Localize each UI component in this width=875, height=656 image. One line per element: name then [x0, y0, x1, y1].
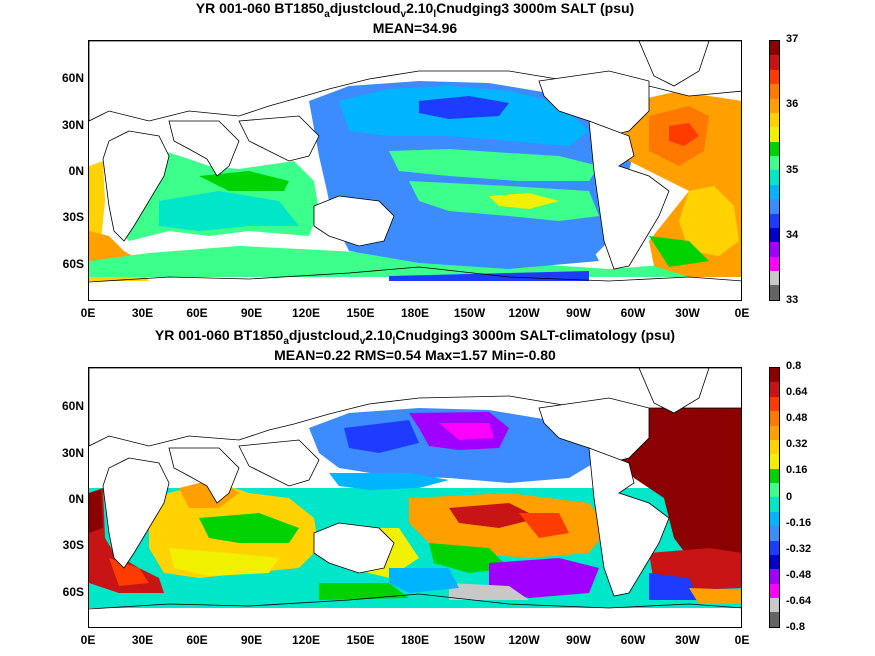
bottom-colorbar-label: 0.48	[786, 412, 808, 425]
top-colorbar-swatch	[770, 285, 779, 300]
bottom-lon-label: 120W	[508, 633, 540, 647]
bottom-lon-label: 30W	[675, 633, 700, 647]
bottom-colorbar-swatch	[770, 368, 779, 383]
top-colorbar-swatch	[770, 256, 779, 271]
top-colorbar-swatch	[770, 184, 779, 200]
top-colorbar-label-33: 33	[786, 294, 799, 306]
bottom-colorbar-swatch	[770, 554, 779, 570]
bottom-colorbar-swatch	[770, 439, 779, 455]
top-colorbar-swatch	[770, 112, 779, 128]
bottom-colorbar-swatch	[770, 454, 779, 469]
top-lat-label-60n: 60N	[61, 71, 84, 85]
bottom-colorbar-label: -0.8	[786, 621, 805, 633]
top-colorbar-label-35: 35	[786, 164, 799, 176]
top-lon-label: 30E	[131, 306, 154, 320]
top-lon-label: 30W	[675, 306, 700, 320]
top-colorbar-swatch	[770, 84, 779, 99]
top-lat-label-0n: 0N	[68, 164, 84, 178]
top-colorbar-swatch	[770, 170, 779, 185]
top-colorbar	[769, 40, 780, 301]
top-lon-label: 120W	[508, 306, 540, 320]
bottom-map-stats: MEAN=0.22 RMS=0.54 Max=1.57 Min=-0.80	[274, 347, 556, 363]
bottom-colorbar-swatch	[770, 497, 779, 512]
bottom-lon-label: 0E	[734, 633, 750, 647]
bottom-colorbar-label: 0	[786, 490, 793, 503]
top-colorbar-label-36: 36	[786, 98, 799, 110]
bottom-lat-label-30n: 30N	[61, 446, 84, 460]
top-colorbar-swatch	[770, 242, 779, 257]
bottom-colorbar-swatch	[770, 583, 779, 598]
bottom-colorbar-label: 0.16	[786, 464, 808, 477]
bottom-colorbar-swatch	[770, 612, 779, 627]
top-lon-label: 60E	[186, 306, 208, 320]
bottom-lon-label: 60E	[186, 633, 208, 647]
top-colorbar-label-37: 37	[786, 33, 799, 45]
top-lon-label: 0E	[734, 306, 750, 320]
top-lat-label-60s: 60S	[62, 257, 84, 271]
bottom-colorbar-swatch	[770, 511, 779, 527]
top-lon-label: 90E	[240, 306, 263, 320]
top-lon-label: 0E	[80, 306, 96, 320]
top-map-title: YR 001-060 BT1850adjustcloudv2.10lCnudgi…	[195, 0, 635, 20]
bottom-lat-label-60n: 60N	[61, 399, 84, 413]
top-colorbar-swatch	[770, 156, 779, 171]
bottom-colorbar-swatch	[770, 540, 779, 555]
bottom-colorbar-swatch	[770, 411, 779, 426]
top-colorbar-swatch	[770, 271, 779, 286]
top-colorbar-label-34: 34	[786, 229, 799, 241]
bottom-colorbar-label: -0.64	[786, 594, 812, 607]
bottom-lon-label: 120E	[291, 633, 321, 647]
bottom-map-canvas	[89, 368, 741, 627]
bottom-colorbar-label: 0.32	[786, 438, 808, 451]
bottom-lon-label: 90E	[240, 633, 263, 647]
bottom-colorbar-swatch	[770, 382, 779, 397]
bottom-lon-label: 180E	[400, 633, 430, 647]
top-colorbar-swatch	[770, 213, 779, 228]
bottom-lon-label: 150W	[453, 633, 486, 647]
bottom-colorbar-swatch	[770, 425, 779, 440]
bottom-colorbar-swatch	[770, 468, 779, 483]
bottom-colorbar-label: -0.48	[786, 568, 812, 581]
bottom-colorbar-swatch	[770, 569, 779, 584]
bottom-map-title: YR 001-060 BT1850adjustcloudv2.10lCnudgi…	[154, 327, 676, 347]
bottom-colorbar-swatch	[770, 598, 779, 613]
top-lon-label: 90W	[566, 306, 591, 320]
bottom-lon-label: 90W	[566, 633, 591, 647]
top-colorbar-swatch	[770, 127, 779, 142]
bottom-colorbar-swatch	[770, 526, 779, 541]
bottom-colorbar-swatch	[770, 483, 779, 498]
bottom-lon-label: 150E	[346, 633, 375, 647]
top-lon-label: 120E	[291, 306, 321, 320]
bottom-colorbar-swatch	[770, 396, 779, 412]
top-colorbar-swatch	[770, 227, 779, 243]
top-map-stats: MEAN=34.96	[372, 20, 458, 36]
bottom-lat-label-30s: 30S	[62, 538, 84, 552]
top-lon-label: 60W	[620, 306, 646, 320]
bottom-anomaly-map	[88, 367, 742, 628]
top-lon-label: 180E	[400, 306, 430, 320]
bottom-colorbar	[769, 367, 780, 628]
top-lat-label-30s: 30S	[62, 210, 84, 224]
bottom-lat-label-60s: 60S	[62, 585, 84, 599]
top-map-canvas	[89, 41, 741, 300]
top-colorbar-swatch	[770, 69, 779, 85]
top-colorbar-swatch	[770, 141, 779, 156]
bottom-colorbar-label: 0.8	[786, 360, 802, 372]
top-colorbar-swatch	[770, 41, 779, 56]
bottom-lon-label: 60W	[620, 633, 646, 647]
bottom-lon-label: 30E	[131, 633, 154, 647]
top-colorbar-swatch	[770, 199, 779, 214]
top-colorbar-swatch	[770, 55, 779, 70]
top-lon-label: 150W	[453, 306, 486, 320]
bottom-lat-label-0n: 0N	[68, 492, 84, 506]
top-lat-label-30n: 30N	[61, 118, 84, 132]
top-colorbar-swatch	[770, 98, 779, 113]
bottom-colorbar-label: -0.16	[786, 516, 812, 529]
bottom-colorbar-label: -0.32	[786, 542, 812, 555]
top-salinity-map	[88, 40, 742, 301]
top-lon-label: 150E	[346, 306, 375, 320]
bottom-lon-label: 0E	[80, 633, 96, 647]
bottom-colorbar-label: 0.64	[786, 386, 808, 399]
